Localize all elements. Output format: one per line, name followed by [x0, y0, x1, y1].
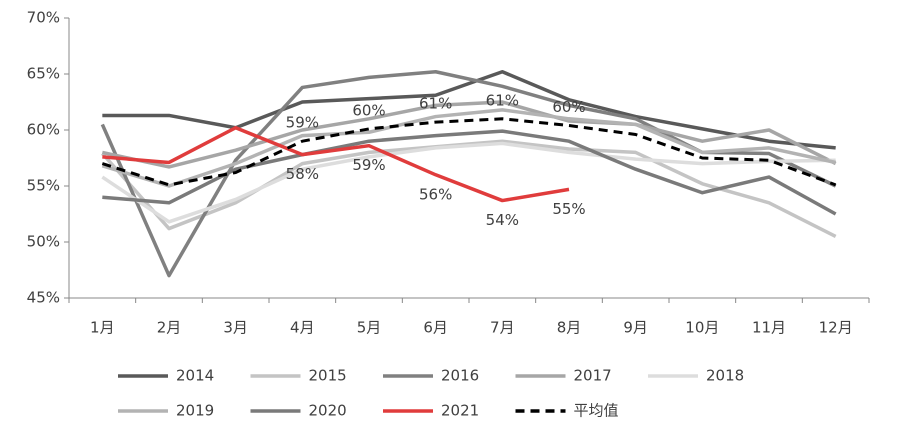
- data-label: 61%: [419, 95, 452, 113]
- data-label: 60%: [552, 98, 585, 116]
- x-tick-label: 8月: [557, 319, 582, 337]
- data-label: 61%: [486, 91, 519, 109]
- data-label: 58%: [286, 165, 319, 183]
- series-line: [101, 108, 837, 188]
- data-label: 54%: [486, 211, 519, 229]
- y-tick-label: 55%: [27, 177, 60, 195]
- legend-label: 2021: [441, 402, 479, 420]
- legend-label: 2016: [441, 367, 479, 385]
- x-tick-label: 6月: [423, 319, 448, 337]
- legend-label: 2017: [574, 367, 612, 385]
- x-tick-label: 12月: [819, 319, 853, 337]
- x-tick-label: 9月: [623, 319, 648, 337]
- series-line: [101, 141, 836, 224]
- x-tick-label: 4月: [290, 319, 315, 337]
- y-tick-label: 50%: [27, 233, 60, 251]
- y-tick-label: 65%: [27, 65, 60, 83]
- x-tick-label: 5月: [357, 319, 382, 337]
- data-label: 60%: [352, 101, 385, 119]
- series-line: [102, 70, 836, 150]
- series-line: [101, 117, 837, 187]
- x-tick-label: 10月: [685, 319, 719, 337]
- data-label: 59%: [286, 114, 319, 132]
- x-tick-label: 2月: [157, 319, 182, 337]
- legend-label: 2015: [309, 367, 347, 385]
- y-tick-label: 70%: [27, 9, 60, 27]
- data-label: 59%: [352, 156, 385, 174]
- x-tick-label: 1月: [90, 319, 115, 337]
- x-tick-label: 7月: [490, 319, 515, 337]
- legend-label: 2014: [176, 367, 214, 385]
- series-line: [101, 100, 837, 169]
- legend-label: 2020: [309, 402, 347, 420]
- legend-label: 平均值: [574, 402, 619, 420]
- series-line: [102, 126, 570, 203]
- data-label: 55%: [552, 200, 585, 218]
- legend-label: 2019: [176, 402, 214, 420]
- legend-label: 2018: [706, 367, 744, 385]
- x-tick-label: 11月: [752, 319, 786, 337]
- y-tick-label: 45%: [27, 289, 60, 307]
- data-label: 56%: [419, 185, 452, 203]
- x-tick-label: 3月: [223, 319, 248, 337]
- y-tick-label: 60%: [27, 121, 60, 139]
